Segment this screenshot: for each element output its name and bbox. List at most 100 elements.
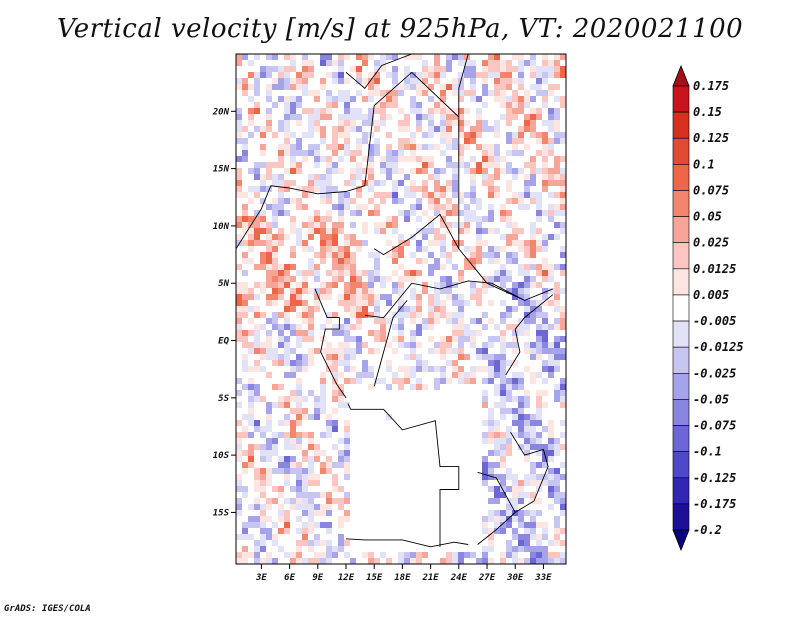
field-cell (332, 558, 338, 564)
field-cell (524, 72, 530, 78)
field-cell (464, 426, 470, 432)
field-cell (260, 468, 266, 474)
field-cell (308, 246, 314, 252)
field-cell (260, 390, 266, 396)
field-cell (248, 186, 254, 192)
field-cell (308, 126, 314, 132)
field-cell (284, 558, 290, 564)
field-cell (488, 216, 494, 222)
field-cell (500, 468, 506, 474)
field-cell (536, 66, 542, 72)
field-cell (440, 552, 446, 558)
field-cell (488, 330, 494, 336)
field-cell (296, 342, 302, 348)
field-cell (272, 366, 278, 372)
field-cell (266, 546, 272, 552)
field-cell (386, 300, 392, 306)
field-cell (440, 420, 446, 426)
field-cell (284, 168, 290, 174)
field-cell (440, 300, 446, 306)
field-cell (260, 162, 266, 168)
field-cell (452, 264, 458, 270)
field-cell (416, 468, 422, 474)
field-cell (320, 270, 326, 276)
field-cell (536, 192, 542, 198)
field-cell (404, 552, 410, 558)
field-cell (476, 372, 482, 378)
field-cell (422, 240, 428, 246)
field-cell (524, 168, 530, 174)
field-cell (500, 156, 506, 162)
field-cell (266, 498, 272, 504)
field-cell (506, 126, 512, 132)
field-cell (542, 420, 548, 426)
field-cell (236, 240, 242, 246)
field-cell (470, 78, 476, 84)
field-cell (446, 516, 452, 522)
field-cell (272, 492, 278, 498)
field-cell (248, 360, 254, 366)
field-cell (386, 366, 392, 372)
field-cell (278, 168, 284, 174)
field-cell (524, 342, 530, 348)
field-cell (332, 450, 338, 456)
field-cell (464, 228, 470, 234)
field-cell (530, 438, 536, 444)
field-cell (392, 294, 398, 300)
field-cell (362, 324, 368, 330)
field-cell (560, 342, 566, 348)
field-cell (482, 102, 488, 108)
field-cell (302, 516, 308, 522)
field-cell (392, 120, 398, 126)
field-cell (350, 222, 356, 228)
field-cell (320, 216, 326, 222)
field-cell (272, 270, 278, 276)
field-cell (464, 456, 470, 462)
field-cell (428, 414, 434, 420)
field-cell (374, 552, 380, 558)
field-cell (464, 138, 470, 144)
field-cell (524, 390, 530, 396)
field-cell (368, 366, 374, 372)
field-cell (344, 294, 350, 300)
field-cell (326, 246, 332, 252)
field-cell (392, 474, 398, 480)
field-cell (416, 474, 422, 480)
field-cell (494, 438, 500, 444)
field-cell (428, 474, 434, 480)
field-cell (524, 126, 530, 132)
field-cell (248, 300, 254, 306)
field-cell (422, 456, 428, 462)
field-cell (428, 270, 434, 276)
field-cell (416, 522, 422, 528)
field-cell (464, 294, 470, 300)
field-cell (260, 552, 266, 558)
field-cell (452, 300, 458, 306)
field-cell (506, 264, 512, 270)
field-cell (470, 102, 476, 108)
field-cell (362, 168, 368, 174)
field-cell (374, 276, 380, 282)
field-cell (278, 348, 284, 354)
field-cell (542, 192, 548, 198)
field-cell (332, 354, 338, 360)
field-cell (350, 438, 356, 444)
field-cell (374, 342, 380, 348)
field-cell (542, 126, 548, 132)
field-cell (446, 300, 452, 306)
field-cell (398, 324, 404, 330)
field-cell (494, 138, 500, 144)
field-cell (440, 522, 446, 528)
field-cell (362, 396, 368, 402)
field-cell (392, 144, 398, 150)
field-cell (314, 456, 320, 462)
field-cell (290, 336, 296, 342)
field-cell (518, 516, 524, 522)
field-cell (488, 276, 494, 282)
field-cell (338, 444, 344, 450)
field-cell (368, 498, 374, 504)
field-cell (434, 126, 440, 132)
field-cell (356, 96, 362, 102)
field-cell (380, 390, 386, 396)
field-cell (284, 108, 290, 114)
